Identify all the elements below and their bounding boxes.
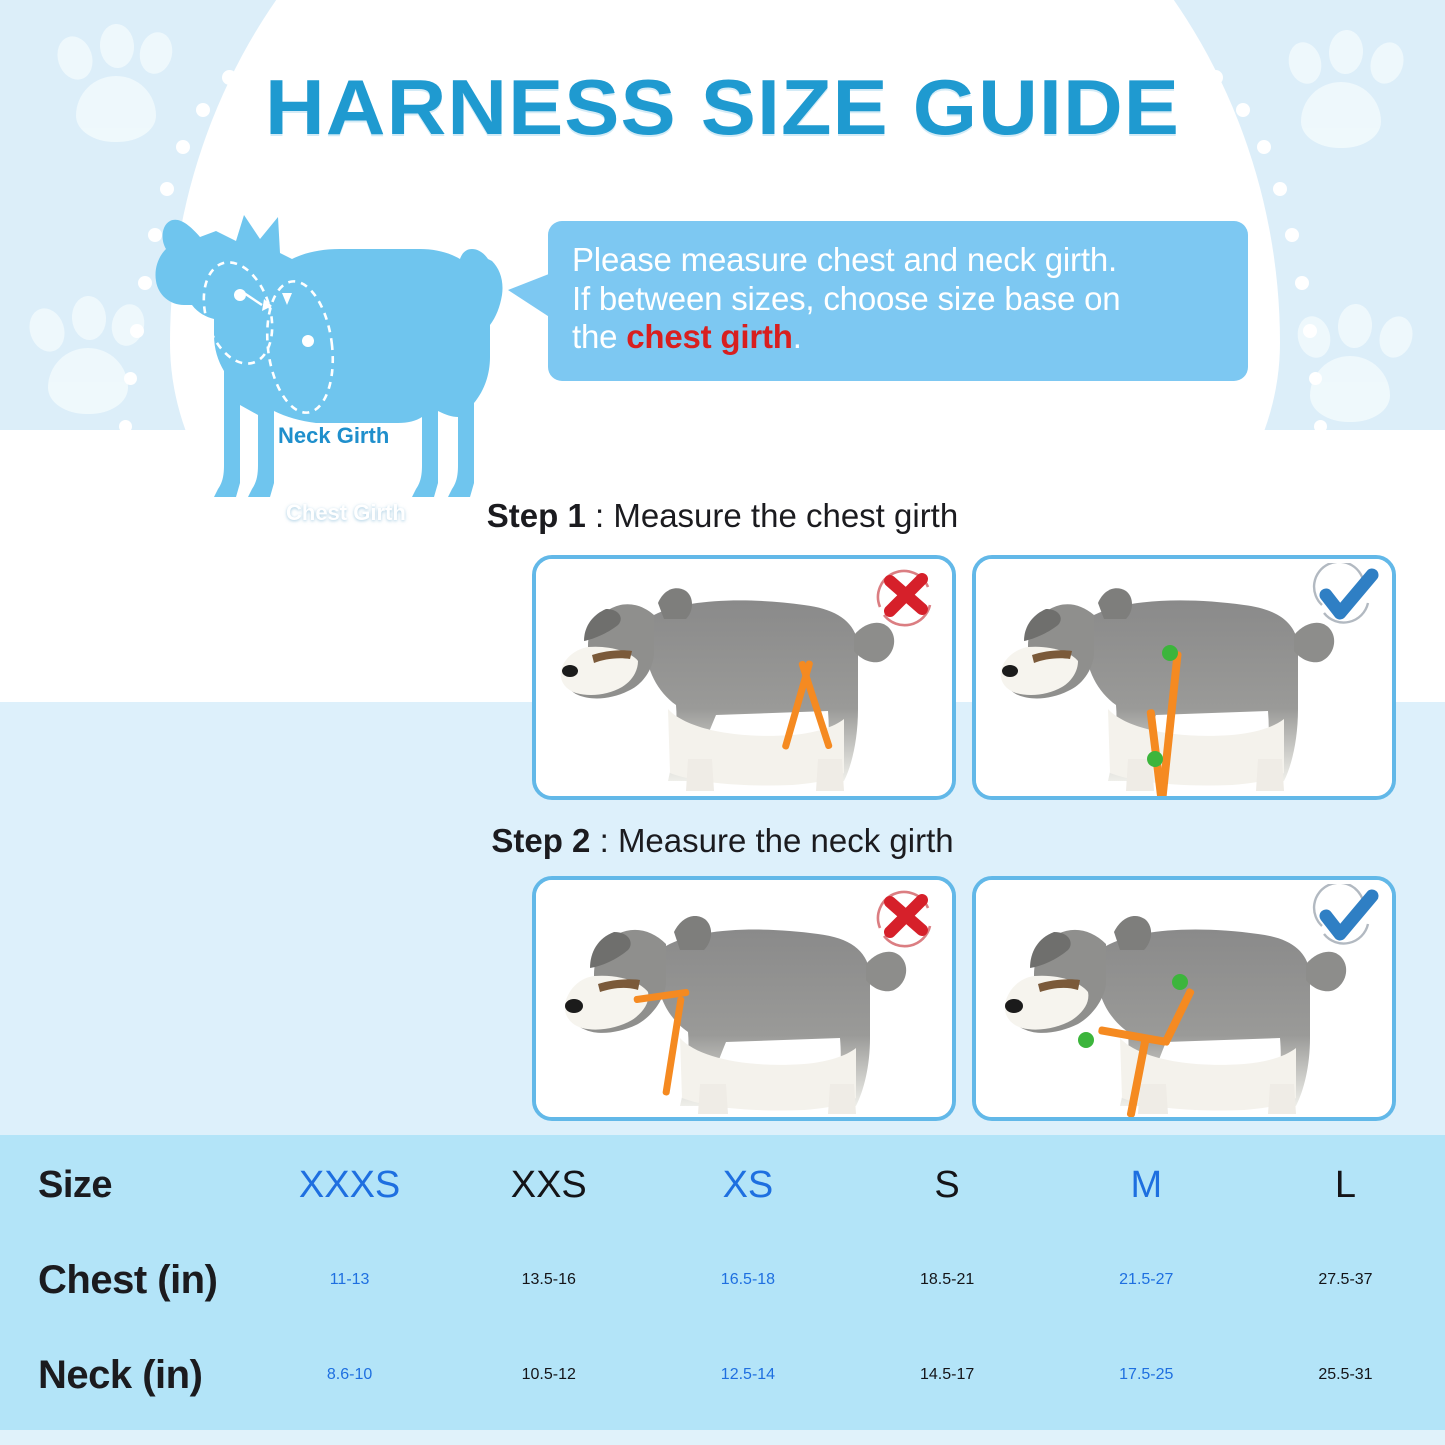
callout-line-2: If between sizes, choose size base on <box>572 279 1121 317</box>
plush-dog-photo <box>560 588 895 791</box>
size-cell: L <box>1334 1163 1357 1206</box>
neck-cell: 12.5-14 <box>720 1366 776 1383</box>
step-2-label: Step 2 <box>491 822 591 859</box>
chest-cell: 18.5-21 <box>919 1271 975 1288</box>
measure-point-marker <box>1172 974 1188 990</box>
dog-photo <box>536 880 952 1117</box>
chest-cell: 13.5-16 <box>521 1271 576 1288</box>
paw-print-icon <box>28 18 177 148</box>
size-cell: XXS <box>510 1163 587 1206</box>
neck-girth-label: Neck Girth <box>278 423 390 448</box>
plush-dog-photo <box>564 916 907 1114</box>
check-icon <box>1312 884 1379 945</box>
neck-row-values: 8.6-10 10.5-12 12.5-14 14.5-17 17.5-25 2… <box>250 1366 1445 1384</box>
chest-girth-label: Chest Girth <box>286 500 406 525</box>
dog-photo <box>536 559 952 796</box>
paw-print-icon <box>18 290 158 420</box>
callout-line-3: the chest girth. <box>572 318 1224 357</box>
size-cell: M <box>1130 1163 1163 1206</box>
dog-silhouette-icon <box>155 215 503 497</box>
neck-cell: 8.6-10 <box>326 1366 373 1383</box>
check-icon <box>1312 563 1379 624</box>
step-2-heading: Step 2 : Measure the neck girth <box>0 822 1445 860</box>
step-2-separator: : <box>590 822 618 859</box>
size-cell: S <box>934 1163 960 1206</box>
cross-icon <box>876 569 932 627</box>
paw-print-icon <box>1275 26 1415 156</box>
chest-cell: 11-13 <box>329 1271 370 1288</box>
step-1-separator: : <box>585 497 614 534</box>
step-1-label: Step 1 <box>486 497 586 534</box>
dog-diagram: Neck Girth Chest Girth <box>140 165 520 525</box>
paw-print-icon <box>1290 300 1430 430</box>
callout-tail <box>508 272 554 320</box>
callout-highlight: chest girth <box>626 318 793 356</box>
plush-dog-photo <box>1004 916 1347 1114</box>
size-row-values: XXXS XXS XS S M L <box>250 1164 1445 1207</box>
neck-cell: 25.5-31 <box>1318 1366 1373 1383</box>
step-1-correct-panel <box>972 555 1396 800</box>
size-table: Size XXXS XXS XS S M L Chest (in) 11-13 … <box>0 1135 1445 1430</box>
row-label-neck: Neck (in) <box>38 1352 203 1397</box>
measure-callout: Please measure chest and neck girth. If … <box>548 221 1248 381</box>
size-cell: XXXS <box>298 1163 401 1206</box>
size-cell: XS <box>722 1163 774 1206</box>
background-band-table <box>0 1135 1445 1430</box>
step-2-text: Measure the neck girth <box>617 822 954 859</box>
table-row: Neck (in) 8.6-10 10.5-12 12.5-14 14.5-17… <box>0 1335 1445 1415</box>
callout-line3-prefix: the <box>572 318 627 356</box>
step-1-heading: Step 1 : Measure the chest girth <box>0 497 1445 535</box>
measure-point-marker <box>1162 645 1178 661</box>
plush-dog-photo <box>1000 588 1335 791</box>
neck-cell: 14.5-17 <box>919 1366 975 1383</box>
step-2-correct-panel <box>972 876 1396 1121</box>
measure-point-marker <box>1078 1032 1094 1048</box>
chest-cell: 21.5-27 <box>1119 1271 1174 1288</box>
step-1-text: Measure the chest girth <box>613 497 959 534</box>
callout-line-1: Please measure chest and neck girth. <box>572 241 1117 278</box>
step-2-incorrect-panel <box>532 876 956 1121</box>
callout-line3-suffix: . <box>792 318 802 356</box>
table-row: Chest (in) 11-13 13.5-16 16.5-18 18.5-21… <box>0 1240 1445 1320</box>
chest-cell: 27.5-37 <box>1318 1271 1373 1288</box>
measure-point-marker <box>1147 751 1163 767</box>
row-label-chest: Chest (in) <box>38 1257 218 1302</box>
neck-cell: 17.5-25 <box>1119 1366 1174 1383</box>
chest-row-values: 11-13 13.5-16 16.5-18 18.5-21 21.5-27 27… <box>250 1271 1445 1289</box>
chest-cell: 16.5-18 <box>720 1271 776 1288</box>
row-label-size: Size <box>38 1163 113 1206</box>
step-1-incorrect-panel <box>532 555 956 800</box>
cross-icon <box>876 890 932 948</box>
table-row: Size XXXS XXS XS S M L <box>0 1145 1445 1225</box>
background-band-footer <box>0 1430 1445 1445</box>
neck-cell: 10.5-12 <box>521 1366 576 1383</box>
page-title: HARNESS SIZE GUIDE <box>265 63 1180 151</box>
